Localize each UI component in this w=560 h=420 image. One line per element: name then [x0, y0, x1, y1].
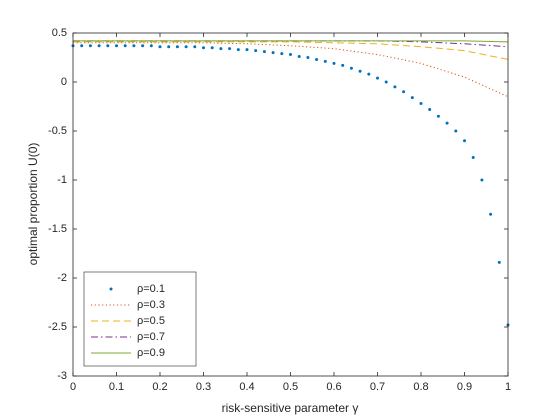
data-point — [480, 178, 484, 182]
data-point — [454, 129, 458, 133]
data-point — [123, 44, 127, 48]
legend: ρ=0.1 ρ=0.3 ρ=0.5 ρ=0.7 ρ=0.9 — [83, 271, 197, 367]
data-point — [410, 96, 414, 100]
data-point — [210, 46, 214, 50]
legend-marker — [109, 287, 113, 291]
data-point — [384, 80, 388, 84]
data-line — [73, 41, 509, 60]
y-tick-label: -2.5 — [48, 321, 67, 333]
data-point — [297, 55, 301, 59]
x-tick-label: 0.1 — [109, 381, 124, 393]
data-point — [115, 44, 118, 48]
legend-label: ρ=0.7 — [137, 331, 165, 343]
data-point — [436, 114, 440, 118]
data-point — [158, 45, 162, 49]
data-line — [73, 40, 509, 43]
x-tick-label: 1 — [505, 381, 511, 393]
data-point — [167, 45, 171, 49]
y-tick-label: 0 — [61, 76, 67, 88]
x-tick-label: 0 — [70, 381, 76, 393]
data-point — [323, 59, 327, 63]
y-tick-label: 0.5 — [52, 27, 67, 39]
data-point — [149, 44, 153, 48]
data-point — [376, 76, 379, 80]
data-point — [445, 121, 449, 125]
x-tick-label: 0.5 — [283, 381, 298, 393]
data-point — [262, 50, 266, 54]
data-point — [358, 69, 362, 73]
data-point — [245, 48, 249, 52]
y-tick-label: -1.5 — [48, 223, 67, 235]
data-point — [428, 107, 432, 111]
legend-box — [83, 271, 197, 367]
data-point — [219, 47, 223, 51]
data-point — [184, 45, 188, 49]
data-point — [280, 52, 284, 56]
data-point — [419, 102, 423, 106]
x-tick-label: 0.7 — [370, 381, 385, 393]
y-axis-label: optimal proportion U(0) — [26, 143, 40, 266]
data-point — [367, 72, 371, 76]
x-tick-label: 0.6 — [326, 381, 341, 393]
legend-label: ρ=0.9 — [137, 347, 165, 359]
legend-label: ρ=0.3 — [137, 299, 165, 311]
data-point — [228, 47, 232, 51]
data-point — [271, 51, 275, 55]
x-tick-label: 0.8 — [413, 381, 428, 393]
data-point — [349, 66, 353, 70]
data-point — [80, 44, 84, 48]
data-point — [332, 61, 336, 65]
y-tick-label: -2 — [57, 272, 67, 284]
data-point — [463, 139, 466, 143]
x-tick-label: 0.4 — [239, 381, 254, 393]
data-point — [393, 85, 397, 89]
data-point — [402, 90, 406, 94]
y-tick-label: -0.5 — [48, 125, 67, 137]
data-point — [489, 212, 493, 216]
data-point — [132, 44, 136, 48]
x-tick-label: 0.9 — [457, 381, 472, 393]
x-tick-label: 0.2 — [152, 381, 167, 393]
data-point — [202, 46, 205, 50]
y-tick-label: -3 — [57, 370, 67, 382]
data-point — [106, 44, 110, 48]
data-point — [193, 45, 197, 49]
data-point — [141, 44, 145, 48]
x-tick-label: 0.3 — [196, 381, 211, 393]
legend-label: ρ=0.5 — [137, 315, 165, 327]
data-point — [236, 48, 240, 52]
data-point — [306, 56, 310, 59]
data-point — [97, 44, 101, 48]
legend-label: ρ=0.1 — [137, 283, 165, 295]
data-point — [497, 260, 501, 264]
data-point — [471, 155, 475, 159]
x-axis-label: risk-sensitive parameter γ — [222, 401, 359, 415]
data-point — [254, 49, 258, 53]
data-point — [175, 45, 179, 49]
data-point — [341, 63, 345, 67]
data-point — [289, 53, 292, 57]
data-point — [88, 44, 92, 48]
data-point — [315, 57, 319, 61]
y-tick-label: -1 — [57, 174, 67, 186]
